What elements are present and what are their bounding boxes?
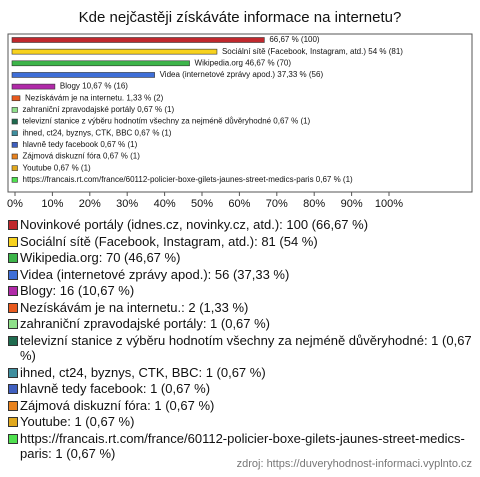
legend-label: Blogy: 16 (10,67 %) xyxy=(20,283,135,298)
data-label: televizní stanice z výběru hodnotím všec… xyxy=(23,117,311,126)
bar xyxy=(11,60,190,67)
legend-item: Novinkové portály (idnes.cz, novinky.cz,… xyxy=(6,217,476,233)
legend-swatch xyxy=(8,384,18,394)
legend-swatch xyxy=(8,400,18,411)
data-label: Wikipedia.org 46,67 % (70) xyxy=(195,58,292,67)
x-tick-label: 40% xyxy=(154,198,176,210)
bar xyxy=(11,95,21,102)
legend-item: hlavně tedy facebook: 1 (0,67 %) xyxy=(6,381,476,397)
bar xyxy=(11,48,218,55)
bar xyxy=(11,153,18,160)
legend-item: ihned, ct24, byznys, CTK, BBC: 1 (0,67 %… xyxy=(6,365,476,381)
legend-item: Zájmová diskuzní fóra: 1 (0,67 %) xyxy=(6,398,476,414)
legend: Novinkové portály (idnes.cz, novinky.cz,… xyxy=(6,217,480,463)
bar xyxy=(11,83,56,90)
legend-label: zahraniční zpravodajské portály: 1 (0,67… xyxy=(20,316,271,331)
chart: Kde nejčastěji získáváte informace na in… xyxy=(7,9,473,210)
legend-swatch xyxy=(8,367,18,378)
bar xyxy=(11,37,265,43)
data-label: Blogy 10,67 % (16) xyxy=(60,82,128,91)
legend-swatch xyxy=(8,335,18,346)
x-tick-label: 60% xyxy=(228,198,250,210)
legend-swatch xyxy=(8,220,18,230)
x-tick-label: 0% xyxy=(7,198,23,210)
legend-item: Blogy: 16 (10,67 %) xyxy=(6,283,476,299)
x-tick-label: 10% xyxy=(41,198,63,210)
legend-item: https://francais.rt.com/france/60112-pol… xyxy=(6,431,476,462)
chart-title: Kde nejčastěji získáváte informace na in… xyxy=(79,9,402,26)
data-label: Videa (internetové zprávy apod.) 37,33 %… xyxy=(160,70,324,79)
legend-swatch xyxy=(8,236,18,247)
bar xyxy=(11,177,18,183)
legend-swatch xyxy=(8,302,18,313)
legend-label: Youtube: 1 (0,67 %) xyxy=(20,414,135,429)
x-tick-label: 90% xyxy=(341,198,363,210)
legend-swatch xyxy=(8,433,18,444)
legend-label: Videa (internetové zprávy apod.): 56 (37… xyxy=(20,266,290,282)
x-tick-label: 70% xyxy=(266,198,288,210)
x-tick-label: 30% xyxy=(116,198,138,210)
bar xyxy=(11,118,18,125)
legend-swatch xyxy=(8,286,18,296)
legend-swatch xyxy=(8,253,18,263)
legend-item: Sociální sítě (Facebook, Instagram, atd.… xyxy=(6,234,476,250)
legend-label: Wikipedia.org: 70 (46,67 %) xyxy=(20,250,181,265)
x-tick-label: 100% xyxy=(375,198,403,210)
source: zdroj: https://duveryhodnost-informaci.v… xyxy=(236,458,472,470)
x-tick-label: 50% xyxy=(191,198,213,210)
data-label: hlavně tedy facebook 0,67 % (1) xyxy=(23,140,138,149)
legend-label: Novinkové portály (idnes.cz, novinky.cz,… xyxy=(20,217,369,232)
legend-label: Sociální sítě (Facebook, Instagram, atd.… xyxy=(20,233,318,249)
legend-label: https://francais.rt.com/france/60112-pol… xyxy=(20,430,465,462)
bar xyxy=(11,72,155,78)
legend-swatch xyxy=(8,269,18,280)
data-label: https://francais.rt.com/france/60112-pol… xyxy=(23,175,354,184)
legend-label: Nezískávám je na internetu.: 2 (1,33 %) xyxy=(20,299,249,315)
data-label: Youtube 0,67 % (1) xyxy=(23,163,92,172)
legend-item: Nezískávám je na internetu.: 2 (1,33 %) xyxy=(6,300,476,316)
legend-swatch xyxy=(8,319,18,329)
legend-label: ihned, ct24, byznys, CTK, BBC: 1 (0,67 %… xyxy=(20,364,266,380)
legend-item: Videa (internetové zprávy apod.): 56 (37… xyxy=(6,267,476,283)
bar xyxy=(11,130,18,136)
data-label: zahraniční zpravodajské portály 0,67 % (… xyxy=(23,105,175,114)
plot-frame xyxy=(7,33,473,193)
data-label: 66,67 % (100) xyxy=(269,35,320,44)
legend-item: televizní stanice z výběru hodnotím všec… xyxy=(6,333,476,364)
x-tick-label: 80% xyxy=(303,198,325,210)
legend-swatch xyxy=(8,417,18,427)
bar xyxy=(11,165,18,171)
legend-label: Zájmová diskuzní fóra: 1 (0,67 %) xyxy=(20,397,215,413)
data-label: ihned, ct24, byznys, CTK, BBC 0,67 % (1) xyxy=(23,128,172,137)
data-label: Sociální sítě (Facebook, Instagram, atd.… xyxy=(222,47,403,56)
data-label: Nezískávám je na internetu. 1,33 % (2) xyxy=(25,93,164,102)
legend-item: zahraniční zpravodajské portály: 1 (0,67… xyxy=(6,316,476,332)
data-label: Zájmová diskuzní fóra 0,67 % (1) xyxy=(23,152,141,161)
bar xyxy=(11,107,18,113)
legend-item: Wikipedia.org: 70 (46,67 %) xyxy=(6,250,476,266)
x-tick-label: 20% xyxy=(79,198,101,210)
legend-label: televizní stanice z výběru hodnotím všec… xyxy=(20,332,472,364)
bar xyxy=(11,142,18,148)
legend-item: Youtube: 1 (0,67 %) xyxy=(6,414,476,430)
legend-label: hlavně tedy facebook: 1 (0,67 %) xyxy=(20,381,211,396)
